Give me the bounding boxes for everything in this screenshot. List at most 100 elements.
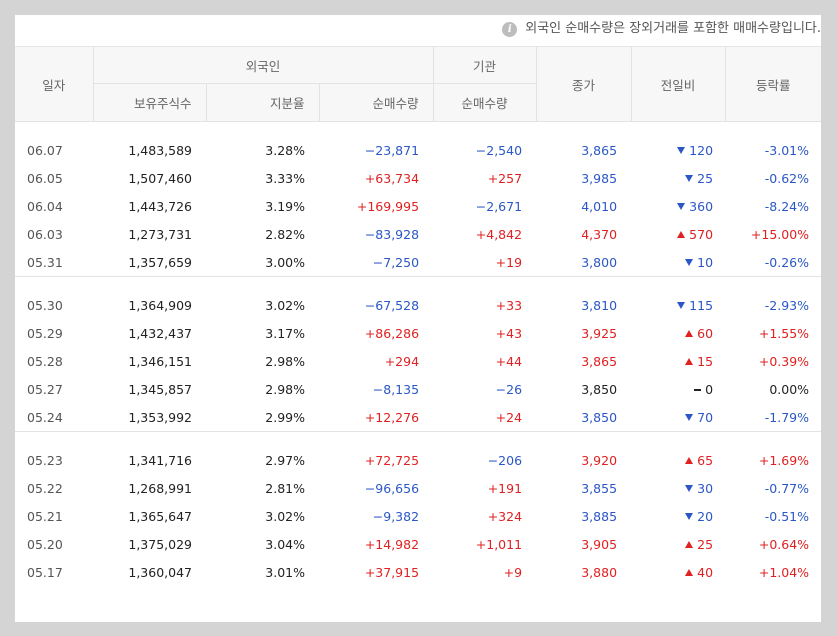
rate-cell: +1.69% <box>758 452 810 468</box>
rate-cell: +1.04% <box>758 564 810 580</box>
inst-net-cell: +324 <box>487 508 523 524</box>
foreign-net-cell: −67,528 <box>364 297 420 313</box>
spacer-cell <box>15 276 822 291</box>
inst-net-cell: +257 <box>487 170 523 186</box>
change-value: 30 <box>697 480 714 496</box>
close-cell: 4,370 <box>581 226 618 242</box>
inst-net-cell: −2,540 <box>475 142 523 158</box>
holdings-cell: 1,346,151 <box>128 353 192 369</box>
table-row: 05.31 1,357,659 3.00% −7,250 +19 3,800 10 -0.26… <box>15 248 821 277</box>
change-cell: 120 <box>631 136 725 164</box>
change-cell: 15 <box>631 347 725 375</box>
change-value: 40 <box>697 564 714 580</box>
ratio-cell: 3.02% <box>265 297 305 313</box>
group-spacer <box>15 122 821 137</box>
change-value: 25 <box>697 536 714 552</box>
header-holdings: 보유주식수 <box>92 83 206 122</box>
holdings-cell: 1,365,647 <box>128 508 192 524</box>
change-value: 15 <box>697 353 714 369</box>
date-cell: 05.22 <box>27 480 63 496</box>
investor-trading-table: 일자 외국인 기관 종가 전일비 등락률 보유주식수 지분율 순매수량 순매수량… <box>15 46 822 601</box>
foreign-net-cell: +12,276 <box>364 409 420 425</box>
triangle-down-icon <box>685 484 694 492</box>
foreign-net-cell: +14,982 <box>364 536 420 552</box>
table-row: 05.20 1,375,029 3.04% +14,982 +1,011 3,905 25 +… <box>15 530 821 558</box>
header-ratio: 지분율 <box>205 83 319 122</box>
triangle-up-icon <box>685 568 694 576</box>
inst-net-cell: +9 <box>503 564 523 580</box>
header-foreign: 외국인 <box>92 46 434 84</box>
change-value: 0 <box>705 381 714 397</box>
triangle-down-icon <box>677 146 686 154</box>
close-cell: 3,865 <box>581 353 618 369</box>
date-cell: 05.27 <box>27 381 63 397</box>
info-icon[interactable]: i <box>502 21 518 37</box>
ratio-cell: 3.19% <box>265 198 305 214</box>
rate-cell: +15.00% <box>750 226 810 242</box>
holdings-cell: 1,273,731 <box>128 226 192 242</box>
spacer-cell <box>15 431 822 446</box>
table-row: 05.28 1,346,151 2.98% +294 +44 3,865 15 +0.39% <box>15 347 821 375</box>
holdings-cell: 1,357,659 <box>128 254 192 270</box>
foreign-net-cell: +294 <box>384 353 420 369</box>
date-cell: 06.05 <box>27 170 63 186</box>
rate-cell: -2.93% <box>764 297 810 313</box>
spacer-cell <box>15 586 821 600</box>
header-rate: 등락률 <box>724 46 822 122</box>
triangle-down-icon <box>685 258 694 266</box>
inst-net-cell: +44 <box>495 353 523 369</box>
inst-net-cell: +43 <box>495 325 523 341</box>
change-cell: 115 <box>631 291 725 319</box>
ratio-cell: 3.17% <box>265 325 305 341</box>
ratio-cell: 3.33% <box>265 170 305 186</box>
foreign-net-cell: −8,135 <box>372 381 420 397</box>
table-body: 06.07 1,483,589 3.28% −23,871 −2,540 3,865 120… <box>15 122 822 601</box>
rate-cell: -8.24% <box>764 198 810 214</box>
rate-cell: -0.77% <box>764 480 810 496</box>
inst-net-cell: −26 <box>495 381 523 397</box>
foreign-net-cell: −23,871 <box>364 142 420 158</box>
ratio-cell: 2.81% <box>265 480 305 496</box>
ratio-cell: 3.04% <box>265 536 305 552</box>
ratio-cell: 2.99% <box>265 409 305 425</box>
inst-net-cell: −2,671 <box>475 198 523 214</box>
dash-icon <box>694 388 702 391</box>
holdings-cell: 1,507,460 <box>128 170 192 186</box>
table-row: 05.23 1,341,716 2.97% +72,725 −206 3,920 65 +1.… <box>15 446 821 474</box>
change-cell: 0 <box>631 375 725 403</box>
change-cell: 40 <box>631 558 725 586</box>
change-value: 25 <box>697 170 714 186</box>
date-cell: 05.24 <box>27 409 63 425</box>
table-row: 05.30 1,364,909 3.02% −67,528 +33 3,810 115 -2.… <box>15 291 821 319</box>
inst-net-cell: +24 <box>495 409 523 425</box>
holdings-cell: 1,432,437 <box>128 325 192 341</box>
close-cell: 3,810 <box>581 297 618 313</box>
ratio-cell: 3.02% <box>265 508 305 524</box>
change-value: 20 <box>697 508 714 524</box>
change-value: 60 <box>697 325 714 341</box>
table-row: 05.21 1,365,647 3.02% −9,382 +324 3,885 20 -0.5… <box>15 502 821 530</box>
foreign-net-cell: −9,382 <box>372 508 420 524</box>
triangle-up-icon <box>685 540 694 548</box>
change-cell: 10 <box>631 248 725 277</box>
date-cell: 05.30 <box>27 297 63 313</box>
date-cell: 05.29 <box>27 325 63 341</box>
change-value: 120 <box>689 142 714 158</box>
holdings-cell: 1,345,857 <box>128 381 192 397</box>
table-row: 06.04 1,443,726 3.19% +169,995 −2,671 4,010 36… <box>15 192 821 220</box>
rate-cell: +1.55% <box>758 325 810 341</box>
rate-cell: -0.26% <box>764 254 810 270</box>
group-spacer <box>15 586 821 600</box>
change-cell: 25 <box>631 164 725 192</box>
rate-cell: -0.62% <box>764 170 810 186</box>
ratio-cell: 3.01% <box>265 564 305 580</box>
change-value: 570 <box>689 226 714 242</box>
triangle-up-icon <box>677 230 686 238</box>
inst-net-cell: −206 <box>487 452 523 468</box>
inst-net-cell: +33 <box>495 297 523 313</box>
foreign-net-cell: −7,250 <box>372 254 420 270</box>
table-row: 06.07 1,483,589 3.28% −23,871 −2,540 3,865 120… <box>15 136 821 164</box>
triangle-down-icon <box>685 413 694 421</box>
close-cell: 3,905 <box>581 536 618 552</box>
table-row: 06.03 1,273,731 2.82% −83,928 +4,842 4,370 570… <box>15 220 821 248</box>
